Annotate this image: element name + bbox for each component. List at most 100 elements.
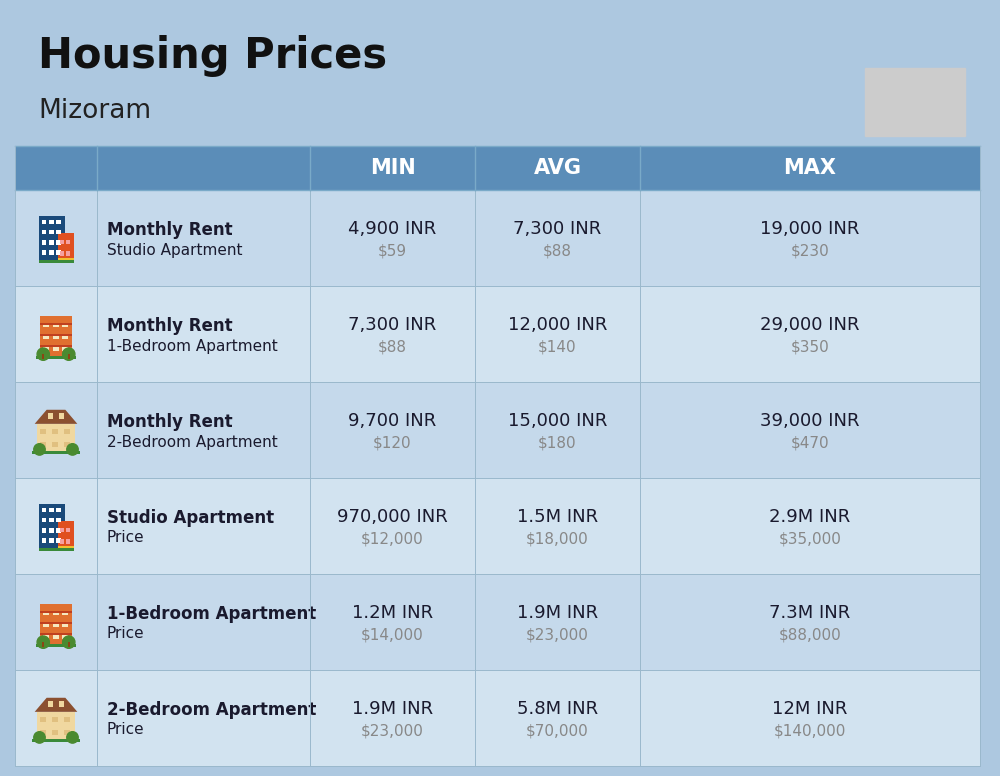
- Text: $88: $88: [378, 340, 407, 355]
- Bar: [64, 717, 70, 722]
- Text: $23,000: $23,000: [526, 628, 589, 643]
- Bar: [64, 730, 70, 735]
- Bar: [15, 574, 980, 670]
- Bar: [62, 623, 68, 627]
- Bar: [59, 414, 64, 418]
- Bar: [49, 251, 54, 255]
- Bar: [52, 429, 58, 434]
- Bar: [62, 611, 68, 615]
- Text: $140,000: $140,000: [774, 723, 846, 739]
- Text: Monthly Rent: Monthly Rent: [107, 221, 233, 239]
- Text: 970,000 INR: 970,000 INR: [337, 508, 448, 526]
- Bar: [32, 739, 80, 742]
- Text: 7,300 INR: 7,300 INR: [348, 316, 437, 334]
- Bar: [39, 504, 65, 548]
- Bar: [865, 68, 965, 91]
- Bar: [49, 528, 54, 532]
- Bar: [865, 92, 965, 114]
- Bar: [53, 611, 59, 615]
- Circle shape: [67, 444, 78, 455]
- Bar: [58, 546, 74, 548]
- Bar: [37, 424, 75, 451]
- Text: Studio Apartment: Studio Apartment: [107, 509, 274, 527]
- Text: $140: $140: [538, 340, 577, 355]
- Bar: [49, 539, 54, 542]
- Bar: [40, 605, 72, 644]
- Text: 4,900 INR: 4,900 INR: [348, 220, 437, 238]
- Bar: [42, 241, 46, 244]
- Bar: [40, 442, 46, 447]
- Bar: [32, 451, 80, 454]
- Bar: [40, 730, 46, 735]
- Bar: [56, 508, 61, 512]
- Bar: [39, 260, 74, 263]
- Bar: [42, 251, 46, 255]
- Circle shape: [37, 636, 49, 648]
- Bar: [40, 429, 46, 434]
- Polygon shape: [35, 410, 77, 424]
- Circle shape: [34, 444, 45, 455]
- Bar: [49, 241, 54, 244]
- Bar: [43, 348, 49, 352]
- Bar: [59, 702, 64, 707]
- Text: 1.9M INR: 1.9M INR: [352, 700, 433, 718]
- Text: 9,700 INR: 9,700 INR: [348, 412, 437, 430]
- Circle shape: [34, 732, 45, 743]
- Bar: [39, 216, 65, 260]
- Bar: [15, 478, 980, 574]
- Polygon shape: [35, 698, 77, 712]
- Bar: [42, 354, 44, 359]
- Bar: [640, 146, 980, 190]
- Bar: [58, 521, 74, 548]
- Text: 1-Bedroom Apartment: 1-Bedroom Apartment: [107, 338, 278, 354]
- Text: 7.3M INR: 7.3M INR: [769, 604, 851, 622]
- Bar: [42, 528, 46, 532]
- Bar: [865, 114, 965, 136]
- Text: Monthly Rent: Monthly Rent: [107, 317, 233, 335]
- Bar: [49, 220, 54, 224]
- Bar: [56, 528, 61, 532]
- Bar: [62, 324, 68, 327]
- Circle shape: [63, 636, 75, 648]
- Bar: [66, 528, 70, 532]
- Bar: [36, 644, 76, 646]
- Bar: [53, 636, 59, 639]
- Bar: [53, 324, 59, 327]
- Text: $14,000: $14,000: [361, 628, 424, 643]
- Bar: [60, 528, 64, 532]
- Text: 5.8M INR: 5.8M INR: [517, 700, 598, 718]
- Bar: [36, 356, 76, 359]
- Text: Mizoram: Mizoram: [38, 98, 151, 124]
- Bar: [60, 240, 64, 244]
- Text: 29,000 INR: 29,000 INR: [760, 316, 860, 334]
- Text: $18,000: $18,000: [526, 532, 589, 546]
- Bar: [49, 508, 54, 512]
- Text: Housing Prices: Housing Prices: [38, 35, 387, 77]
- Bar: [15, 286, 980, 382]
- Bar: [40, 345, 72, 348]
- Bar: [865, 69, 965, 91]
- Text: 2.9M INR: 2.9M INR: [769, 508, 851, 526]
- Bar: [39, 548, 74, 551]
- Text: AVG: AVG: [534, 158, 582, 178]
- Bar: [42, 539, 46, 542]
- Bar: [42, 230, 46, 234]
- Text: $12,000: $12,000: [361, 532, 424, 546]
- Bar: [52, 730, 58, 735]
- Text: 2-Bedroom Apartment: 2-Bedroom Apartment: [107, 701, 316, 719]
- Bar: [53, 348, 59, 352]
- Text: $350: $350: [791, 340, 829, 355]
- Text: Studio Apartment: Studio Apartment: [107, 242, 242, 258]
- Bar: [52, 717, 58, 722]
- Bar: [43, 636, 49, 639]
- Text: $88: $88: [543, 244, 572, 258]
- Bar: [865, 68, 965, 136]
- Bar: [52, 442, 58, 447]
- Bar: [64, 442, 70, 447]
- Bar: [15, 670, 980, 766]
- Bar: [40, 317, 72, 356]
- Text: 1.9M INR: 1.9M INR: [517, 604, 598, 622]
- Bar: [56, 251, 61, 255]
- Bar: [43, 623, 49, 627]
- Bar: [865, 114, 965, 136]
